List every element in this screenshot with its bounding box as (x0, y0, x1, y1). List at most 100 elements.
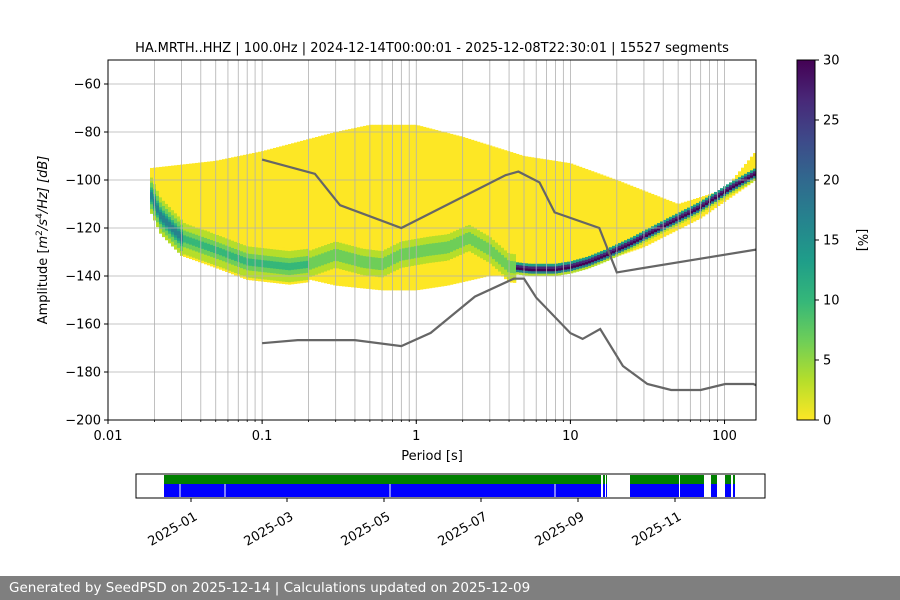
heatmap-cell (189, 234, 193, 238)
heatmap-cell (369, 246, 373, 250)
heatmap-cell (207, 255, 211, 259)
heatmap-cell (333, 239, 337, 242)
heatmap-cell (234, 270, 238, 274)
heatmap-cell (270, 246, 274, 250)
heatmap-cell (372, 264, 376, 267)
heatmap-cell (150, 208, 154, 212)
heatmap-cell (288, 144, 292, 276)
y-tick-label: −140 (65, 270, 101, 285)
heatmap-cell (228, 263, 232, 266)
heatmap-cell (279, 271, 283, 275)
heatmap-cell (444, 241, 448, 245)
heatmap-cell (243, 254, 247, 258)
heatmap-cell (318, 251, 322, 255)
heatmap-cell (297, 273, 301, 277)
heatmap-cell (429, 250, 433, 254)
heatmap-cell (273, 277, 277, 281)
heatmap-cell (174, 220, 178, 224)
heatmap-cell (183, 225, 187, 229)
heatmap-cell (171, 219, 175, 223)
heatmap-cell (165, 232, 169, 236)
heatmap-cell (195, 244, 199, 247)
heatmap-cell (330, 264, 334, 267)
heatmap-cell (441, 232, 445, 235)
heatmap-cell (636, 188, 640, 250)
heatmap-cell (204, 259, 208, 262)
heatmap-cell (219, 252, 223, 256)
heatmap-cell (228, 258, 232, 262)
heatmap-cell (534, 263, 538, 267)
heatmap-cell (468, 243, 472, 247)
heatmap-cell (324, 242, 328, 246)
heatmap-cell (240, 246, 244, 249)
heatmap-cell (258, 266, 262, 270)
heatmap-cell (405, 259, 409, 263)
heatmap-cell (309, 262, 313, 265)
heatmap-cell (651, 193, 655, 243)
heatmap-cell (315, 264, 319, 268)
heatmap-cell (405, 254, 409, 258)
heatmap-cell (231, 261, 235, 265)
heatmap-cell (267, 270, 271, 273)
heatmap-cell (492, 254, 496, 257)
heatmap-cell (207, 243, 211, 247)
heatmap-cell (477, 227, 481, 231)
heatmap-cell (393, 124, 397, 291)
heatmap-cell (654, 227, 658, 230)
heatmap-cell (447, 233, 451, 237)
heatmap-cell (309, 250, 313, 253)
heatmap-cell (399, 124, 403, 291)
heatmap-cell (162, 234, 166, 238)
heatmap-cell (366, 248, 370, 252)
heatmap-cell (516, 264, 520, 268)
heatmap-cell (288, 257, 292, 261)
heatmap-cell (279, 247, 283, 251)
heatmap-cell (291, 271, 295, 275)
heatmap-cell (531, 270, 535, 274)
heatmap-cell (168, 240, 172, 244)
heatmap-cell (261, 257, 265, 261)
heatmap-cell (351, 252, 355, 256)
heatmap-cell (384, 268, 388, 271)
heatmap-cell (498, 256, 502, 260)
heatmap-cell (291, 257, 295, 261)
heatmap-cell (585, 259, 589, 263)
heatmap-cell (288, 255, 292, 259)
heatmap-cell (234, 246, 238, 250)
heatmap-cell (288, 277, 292, 280)
heatmap-cell (246, 246, 250, 249)
heatmap-cell (573, 260, 577, 263)
heatmap-cell (234, 241, 238, 245)
heatmap-cell (366, 272, 370, 276)
heatmap-cell (450, 256, 454, 260)
heatmap-cell (501, 273, 505, 277)
heatmap-cell (249, 267, 253, 271)
heatmap-cell (414, 236, 418, 239)
heatmap-cell (219, 240, 223, 244)
heatmap-cell (498, 266, 502, 270)
heatmap-cell (483, 240, 487, 244)
heatmap-cell (510, 265, 514, 269)
heatmap-cell (216, 160, 220, 253)
heatmap-cell (186, 252, 190, 256)
heatmap-cell (294, 278, 298, 282)
heatmap-cell (369, 273, 373, 277)
heatmap-cell (294, 271, 298, 275)
heatmap-cell (345, 244, 349, 247)
heatmap-cell (744, 183, 748, 187)
heatmap-cell (456, 246, 460, 250)
colorbar-tick-label: 15 (823, 234, 840, 249)
heatmap-cell (504, 150, 508, 276)
heatmap-cell (246, 265, 250, 268)
heatmap-cell (318, 273, 322, 277)
heatmap-cell (165, 230, 169, 234)
heatmap-cell (366, 256, 370, 259)
heatmap-cell (489, 234, 493, 238)
heatmap-cell (714, 194, 718, 198)
heatmap-cell (453, 250, 457, 253)
heatmap-cell (423, 126, 427, 290)
heatmap-cell (717, 192, 721, 196)
heatmap-cell (417, 245, 421, 249)
heatmap-cell (258, 271, 262, 275)
heatmap-cell (483, 242, 487, 246)
